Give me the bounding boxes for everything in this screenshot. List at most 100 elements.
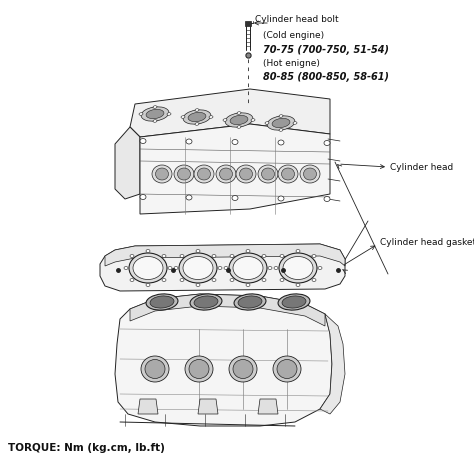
Ellipse shape — [232, 196, 238, 201]
Ellipse shape — [280, 255, 284, 258]
Ellipse shape — [195, 109, 199, 112]
Ellipse shape — [146, 294, 178, 310]
Ellipse shape — [230, 279, 234, 282]
Ellipse shape — [324, 141, 330, 146]
Ellipse shape — [130, 279, 134, 282]
Ellipse shape — [183, 257, 213, 280]
Text: 80-85 (800-850, 58-61): 80-85 (800-850, 58-61) — [263, 72, 389, 82]
Ellipse shape — [140, 139, 146, 144]
Ellipse shape — [318, 267, 322, 270]
Ellipse shape — [188, 113, 206, 122]
Ellipse shape — [223, 119, 227, 122]
Ellipse shape — [146, 284, 150, 287]
Text: (Hot enigne): (Hot enigne) — [263, 58, 320, 67]
Ellipse shape — [312, 279, 316, 282]
Ellipse shape — [130, 255, 134, 258]
Polygon shape — [138, 399, 158, 414]
Ellipse shape — [174, 166, 194, 184]
Ellipse shape — [262, 279, 266, 282]
Ellipse shape — [230, 116, 248, 125]
Ellipse shape — [237, 126, 241, 129]
Ellipse shape — [232, 140, 238, 145]
Text: Cylinder head bolt: Cylinder head bolt — [255, 15, 338, 25]
Polygon shape — [115, 128, 140, 200]
Ellipse shape — [162, 279, 166, 282]
Text: TORQUE: Nm (kg.cm, lb.ft): TORQUE: Nm (kg.cm, lb.ft) — [8, 442, 165, 452]
Ellipse shape — [225, 113, 253, 128]
Ellipse shape — [224, 267, 228, 270]
Ellipse shape — [129, 253, 167, 283]
Ellipse shape — [179, 253, 217, 283]
Ellipse shape — [216, 166, 236, 184]
Ellipse shape — [273, 356, 301, 382]
Ellipse shape — [238, 296, 262, 308]
Ellipse shape — [186, 195, 192, 200]
Ellipse shape — [296, 284, 300, 287]
Ellipse shape — [278, 166, 298, 184]
Ellipse shape — [274, 267, 278, 270]
Ellipse shape — [155, 169, 168, 181]
Ellipse shape — [283, 257, 313, 280]
Ellipse shape — [186, 140, 192, 144]
Ellipse shape — [293, 123, 297, 125]
Polygon shape — [140, 125, 330, 214]
Ellipse shape — [279, 130, 283, 132]
Polygon shape — [245, 22, 251, 27]
Ellipse shape — [162, 255, 166, 258]
Ellipse shape — [237, 113, 241, 115]
Polygon shape — [115, 294, 332, 426]
Ellipse shape — [124, 267, 128, 270]
Ellipse shape — [174, 267, 178, 270]
Ellipse shape — [194, 296, 218, 308]
Ellipse shape — [146, 250, 150, 253]
Ellipse shape — [246, 284, 250, 287]
Ellipse shape — [272, 119, 290, 128]
Ellipse shape — [265, 123, 269, 125]
Polygon shape — [130, 294, 325, 326]
Ellipse shape — [229, 253, 267, 283]
Polygon shape — [258, 399, 278, 414]
Polygon shape — [100, 244, 345, 291]
Ellipse shape — [236, 166, 256, 184]
Ellipse shape — [183, 111, 211, 125]
Ellipse shape — [209, 117, 213, 119]
Ellipse shape — [198, 169, 210, 181]
Ellipse shape — [312, 255, 316, 258]
Ellipse shape — [277, 360, 297, 379]
Ellipse shape — [180, 255, 184, 258]
Polygon shape — [320, 314, 345, 414]
Ellipse shape — [268, 267, 272, 270]
Ellipse shape — [196, 250, 200, 253]
Ellipse shape — [146, 110, 164, 119]
Ellipse shape — [233, 257, 263, 280]
Ellipse shape — [177, 169, 191, 181]
Ellipse shape — [212, 255, 216, 258]
Text: Cylinder head: Cylinder head — [390, 163, 453, 172]
Ellipse shape — [282, 296, 306, 308]
Ellipse shape — [282, 169, 294, 181]
Ellipse shape — [251, 119, 255, 122]
Ellipse shape — [153, 106, 157, 109]
Text: (Cold engine): (Cold engine) — [263, 31, 324, 40]
Ellipse shape — [278, 197, 284, 201]
Ellipse shape — [185, 356, 213, 382]
Ellipse shape — [303, 169, 317, 181]
Ellipse shape — [279, 115, 283, 118]
Text: 70-75 (700-750, 51-54): 70-75 (700-750, 51-54) — [263, 45, 389, 55]
Ellipse shape — [196, 284, 200, 287]
Ellipse shape — [218, 267, 222, 270]
Ellipse shape — [280, 279, 284, 282]
Polygon shape — [198, 399, 218, 414]
Ellipse shape — [152, 166, 172, 184]
Ellipse shape — [212, 279, 216, 282]
Ellipse shape — [150, 296, 174, 308]
Ellipse shape — [296, 250, 300, 253]
Ellipse shape — [300, 166, 320, 184]
Ellipse shape — [267, 117, 295, 131]
Polygon shape — [130, 90, 330, 138]
Ellipse shape — [230, 255, 234, 258]
Ellipse shape — [279, 253, 317, 283]
Ellipse shape — [141, 356, 169, 382]
Ellipse shape — [168, 267, 172, 270]
Ellipse shape — [246, 250, 250, 253]
